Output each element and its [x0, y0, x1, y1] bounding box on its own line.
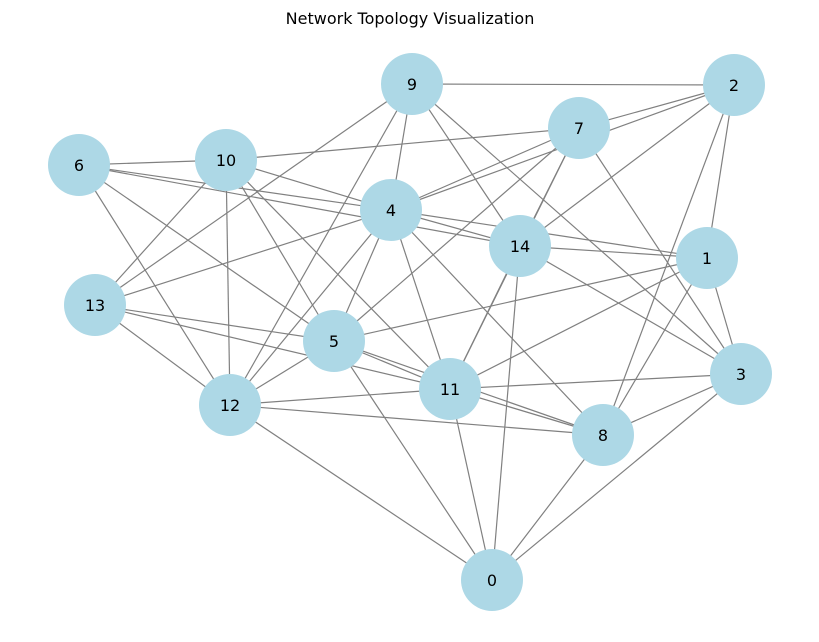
node-label: 8: [598, 426, 608, 445]
node-circle: [489, 215, 551, 277]
node-circle: [360, 179, 422, 241]
node-circle: [48, 134, 110, 196]
node-4[interactable]: 4: [360, 179, 422, 241]
node-label: 1: [702, 249, 712, 268]
edge-11-0: [449, 388, 493, 581]
diagram-title: Network Topology Visualization: [286, 9, 535, 28]
edge-14-3: [519, 245, 742, 375]
node-5[interactable]: 5: [303, 310, 365, 372]
node-8[interactable]: 8: [572, 404, 634, 466]
node-circle: [419, 358, 481, 420]
node-label: 7: [574, 119, 584, 138]
edge-13-5: [94, 304, 335, 342]
edge-9-3: [411, 83, 742, 375]
edge-6-12: [78, 164, 231, 406]
edge-4-1: [390, 209, 708, 259]
edge-2-14: [519, 84, 735, 247]
edge-2-8: [602, 84, 735, 436]
edge-1-11: [449, 257, 708, 390]
edge-4-8: [390, 209, 604, 436]
edge-10-5: [225, 159, 335, 342]
edge-12-0: [229, 404, 493, 581]
edge-3-0: [491, 373, 742, 581]
node-circle: [199, 374, 261, 436]
node-label: 14: [510, 237, 530, 256]
edge-4-12: [229, 209, 392, 406]
node-circle: [710, 343, 772, 405]
node-label: 2: [729, 76, 739, 95]
node-6[interactable]: 6: [48, 134, 110, 196]
node-label: 4: [386, 201, 396, 220]
node-13[interactable]: 13: [64, 274, 126, 336]
node-11[interactable]: 11: [419, 358, 481, 420]
node-circle: [676, 227, 738, 289]
edge-12-8: [229, 404, 604, 436]
edge-9-13: [94, 83, 413, 306]
edge-10-13: [94, 159, 227, 306]
edge-14-0: [491, 245, 521, 581]
node-circle: [572, 404, 634, 466]
node-label: 5: [329, 332, 339, 351]
node-9[interactable]: 9: [381, 53, 443, 115]
node-circle: [195, 129, 257, 191]
node-circle: [303, 310, 365, 372]
node-2[interactable]: 2: [703, 54, 765, 116]
edge-6-5: [78, 164, 335, 342]
edge-4-13: [94, 209, 392, 306]
edge-4-11: [390, 209, 451, 390]
edge-11-3: [449, 373, 742, 390]
node-circle: [381, 53, 443, 115]
node-7[interactable]: 7: [548, 97, 610, 159]
edge-14-1: [519, 245, 708, 259]
edge-1-8: [602, 257, 708, 436]
node-1[interactable]: 1: [676, 227, 738, 289]
node-3[interactable]: 3: [710, 343, 772, 405]
node-label: 9: [407, 75, 417, 94]
edge-13-11: [94, 304, 451, 390]
edge-9-12: [229, 83, 413, 406]
node-circle: [548, 97, 610, 159]
node-label: 6: [74, 156, 84, 175]
edge-10-12: [225, 159, 231, 406]
edge-5-0: [333, 340, 493, 581]
edge-11-12: [229, 388, 451, 406]
node-label: 11: [440, 380, 460, 399]
edge-9-14: [411, 83, 521, 247]
edge-7-4: [390, 127, 580, 211]
edge-1-5: [333, 257, 708, 342]
node-circle: [461, 549, 523, 611]
node-label: 0: [487, 571, 497, 590]
node-circle: [703, 54, 765, 116]
node-12[interactable]: 12: [199, 374, 261, 436]
node-14[interactable]: 14: [489, 215, 551, 277]
node-label: 3: [736, 365, 746, 384]
edge-7-10: [225, 127, 580, 161]
node-label: 10: [216, 151, 236, 170]
edges-layer: [78, 83, 742, 581]
node-10[interactable]: 10: [195, 129, 257, 191]
node-0[interactable]: 0: [461, 549, 523, 611]
edge-6-14: [78, 164, 521, 247]
node-circle: [64, 274, 126, 336]
edge-9-2: [411, 83, 735, 86]
node-label: 13: [85, 296, 105, 315]
node-label: 12: [220, 396, 240, 415]
